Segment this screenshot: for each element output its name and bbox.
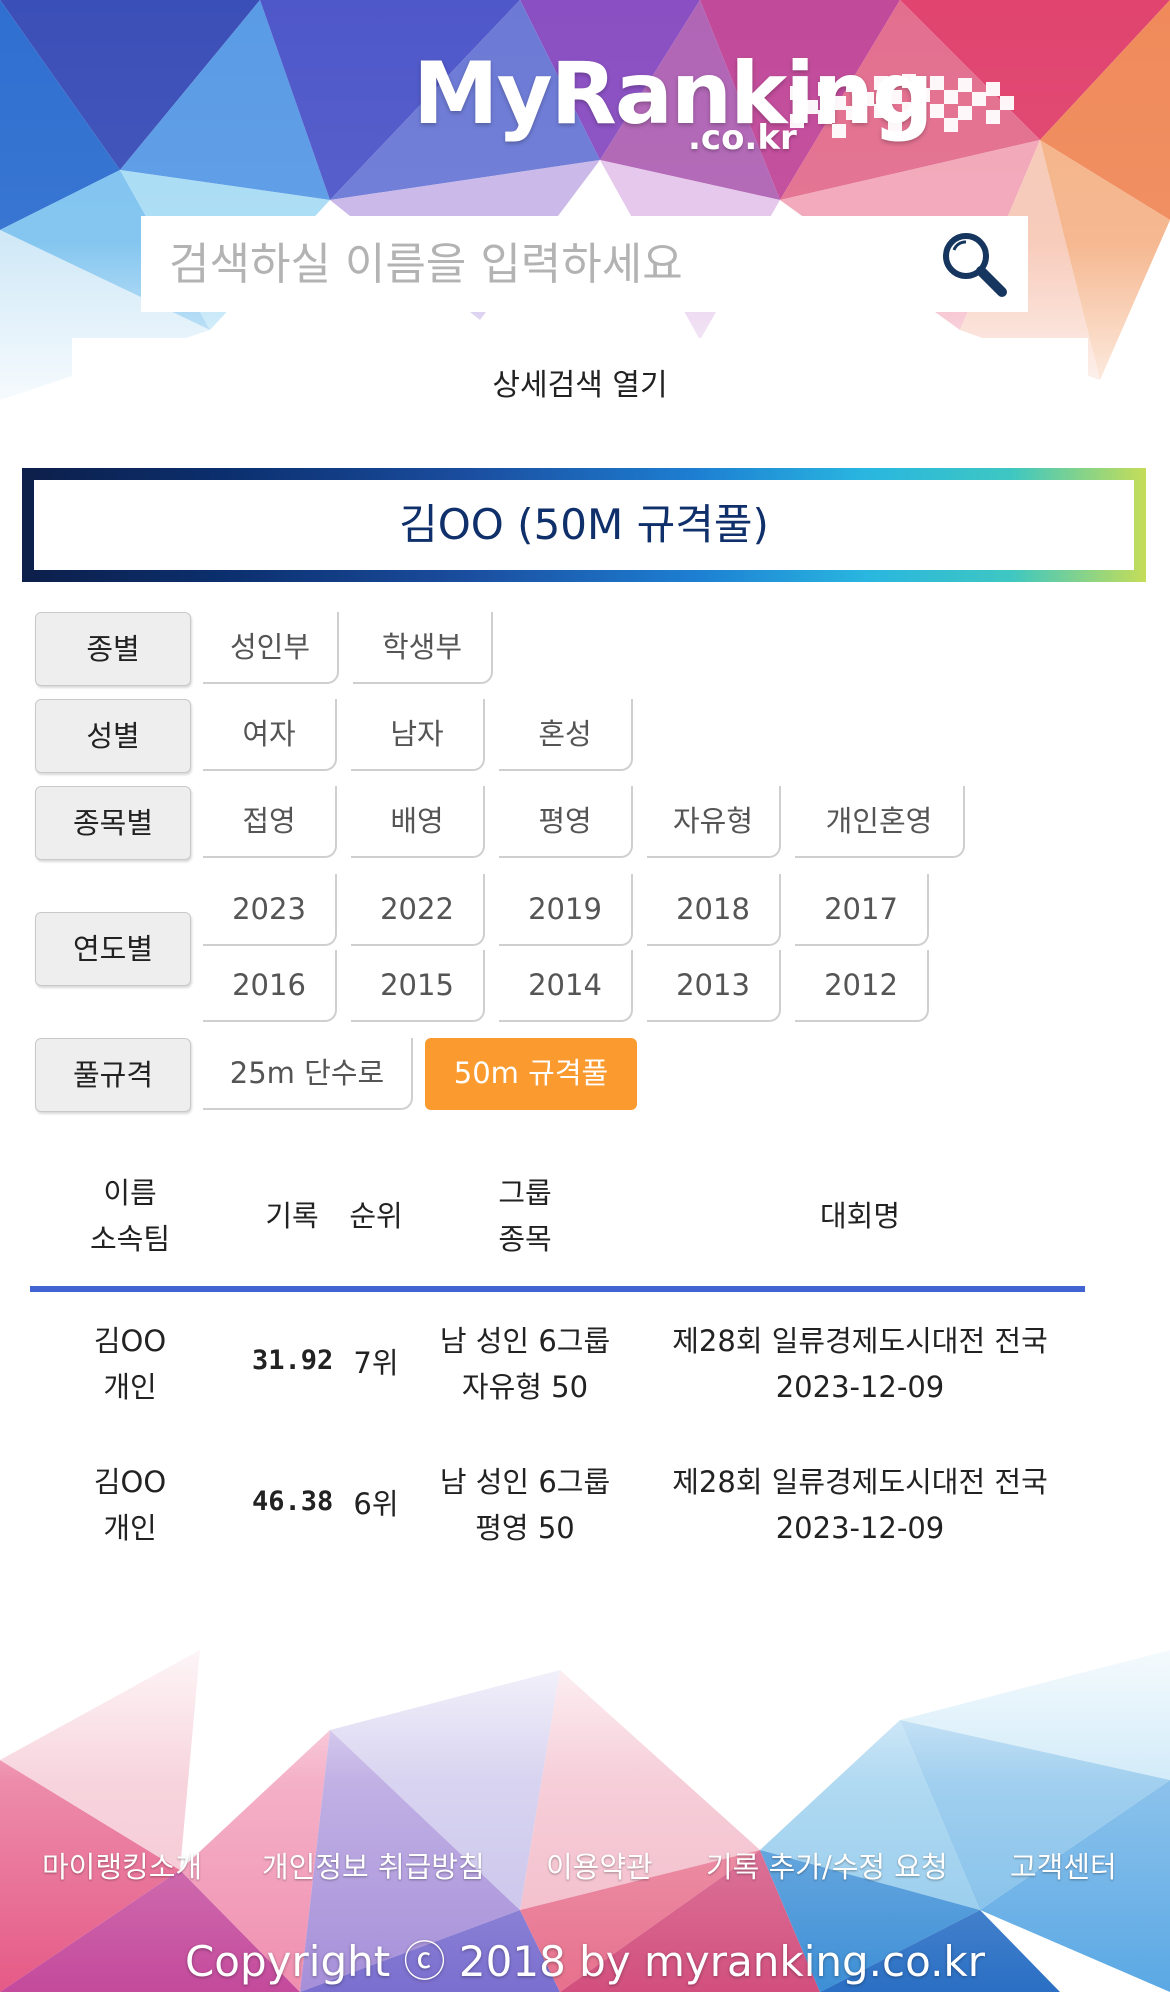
- filter-label-division: 종별: [35, 612, 191, 686]
- filter-year-2012[interactable]: 2012: [795, 950, 929, 1022]
- row-rank: 7위: [353, 1346, 399, 1380]
- row-name: 김OO: [93, 1324, 167, 1358]
- footer-link-terms[interactable]: 이용약관: [546, 1850, 653, 1884]
- row-record: 46.38: [252, 1486, 334, 1517]
- row-rank: 6위: [353, 1487, 399, 1521]
- filter-year-2019[interactable]: 2019: [499, 874, 633, 946]
- header-rank: 순위: [349, 1199, 403, 1233]
- footer-link-about[interactable]: 마이랭킹소개: [42, 1850, 203, 1884]
- footer-background: [0, 1610, 1170, 1992]
- filter-gender-mixed[interactable]: 혼성: [499, 699, 633, 771]
- checkered-flag-icon: [790, 74, 1014, 138]
- filter-event-individual-medley[interactable]: 개인혼영: [795, 786, 965, 858]
- table-header-divider: [30, 1286, 1085, 1292]
- row-competition: 제28회 일류경제도시대전 전국: [672, 1324, 1048, 1358]
- footer-link-support[interactable]: 고객센터: [1010, 1850, 1117, 1884]
- row-event: 자유형 50: [461, 1370, 589, 1404]
- row-event: 평영 50: [475, 1511, 575, 1545]
- filter-year-2023[interactable]: 2023: [203, 874, 337, 946]
- search-input[interactable]: [167, 230, 931, 298]
- filter-gender-female[interactable]: 여자: [203, 699, 337, 771]
- footer-link-privacy[interactable]: 개인정보 취급방침: [262, 1850, 485, 1884]
- title-banner: 김OO (50M 규격풀): [22, 468, 1146, 582]
- search-icon[interactable]: [936, 228, 1012, 300]
- row-date: 2023-12-09: [775, 1370, 945, 1404]
- filter-year-2013[interactable]: 2013: [647, 950, 781, 1022]
- filter-year-2018[interactable]: 2018: [647, 874, 781, 946]
- filter-year-2016[interactable]: 2016: [203, 950, 337, 1022]
- header-group: 그룹: [498, 1176, 552, 1210]
- header-team: 소속팀: [89, 1222, 171, 1256]
- copyright-text: Copyright ⓒ 2018 by myranking.co.kr: [184, 1937, 986, 1986]
- filter-label-event: 종목별: [35, 786, 191, 860]
- filter-year-2017[interactable]: 2017: [795, 874, 929, 946]
- header-record: 기록: [265, 1199, 319, 1233]
- row-team: 개인: [103, 1370, 157, 1404]
- filter-division-adult[interactable]: 성인부: [203, 612, 339, 684]
- myranking-logo[interactable]: MyRanking .co.kr: [405, 40, 1035, 160]
- filter-event-freestyle[interactable]: 자유형: [647, 786, 781, 858]
- filter-division-student[interactable]: 학생부: [353, 612, 493, 684]
- results-table-header: 이름 소속팀 기록 순위 그룹 종목 대회명: [30, 1160, 1085, 1292]
- filter-label-year: 연도별: [35, 912, 191, 986]
- page-title: 김OO (50M 규격풀): [34, 480, 1134, 570]
- filter-label-gender: 성별: [35, 699, 191, 773]
- row-competition: 제28회 일류경제도시대전 전국: [672, 1465, 1048, 1499]
- row-date: 2023-12-09: [775, 1511, 945, 1545]
- table-row[interactable]: 김OO 개인 46.38 6위 남 성인 6그룹 평영 50 제28회 일류경제…: [30, 1459, 1085, 1589]
- filter-event-breaststroke[interactable]: 평영: [499, 786, 633, 858]
- logo-domain: .co.kr: [688, 118, 797, 158]
- filter-year-2022[interactable]: 2022: [351, 874, 485, 946]
- row-group: 남 성인 6그룹: [439, 1324, 611, 1358]
- table-row[interactable]: 김OO 개인 31.92 7위 남 성인 6그룹 자유형 50 제28회 일류경…: [30, 1318, 1085, 1448]
- detail-search-toggle[interactable]: 상세검색 열기: [72, 338, 1088, 434]
- filter-pool-25m[interactable]: 25m 단수로: [203, 1038, 413, 1110]
- row-group: 남 성인 6그룹: [439, 1465, 611, 1499]
- header-competition: 대회명: [819, 1199, 901, 1233]
- filter-gender-male[interactable]: 남자: [351, 699, 485, 771]
- search-bar: [141, 216, 1028, 312]
- filter-year-2015[interactable]: 2015: [351, 950, 485, 1022]
- header-name: 이름: [103, 1176, 157, 1210]
- footer-links: 마이랭킹소개 개인정보 취급방침 이용약관 기록 추가/수정 요청 고객센터: [0, 1844, 1170, 1894]
- filter-label-pool: 풀규격: [35, 1038, 191, 1112]
- filter-event-backstroke[interactable]: 배영: [351, 786, 485, 858]
- row-team: 개인: [103, 1511, 157, 1545]
- footer-link-record-request[interactable]: 기록 추가/수정 요청: [706, 1850, 948, 1884]
- row-name: 김OO: [93, 1465, 167, 1499]
- filter-event-butterfly[interactable]: 접영: [203, 786, 337, 858]
- filter-pool-50m[interactable]: 50m 규격풀: [425, 1038, 637, 1110]
- header-event: 종목: [498, 1222, 552, 1256]
- logo-wordmark: MyRanking: [413, 44, 934, 144]
- filter-year-2014[interactable]: 2014: [499, 950, 633, 1022]
- row-record: 31.92: [252, 1345, 334, 1376]
